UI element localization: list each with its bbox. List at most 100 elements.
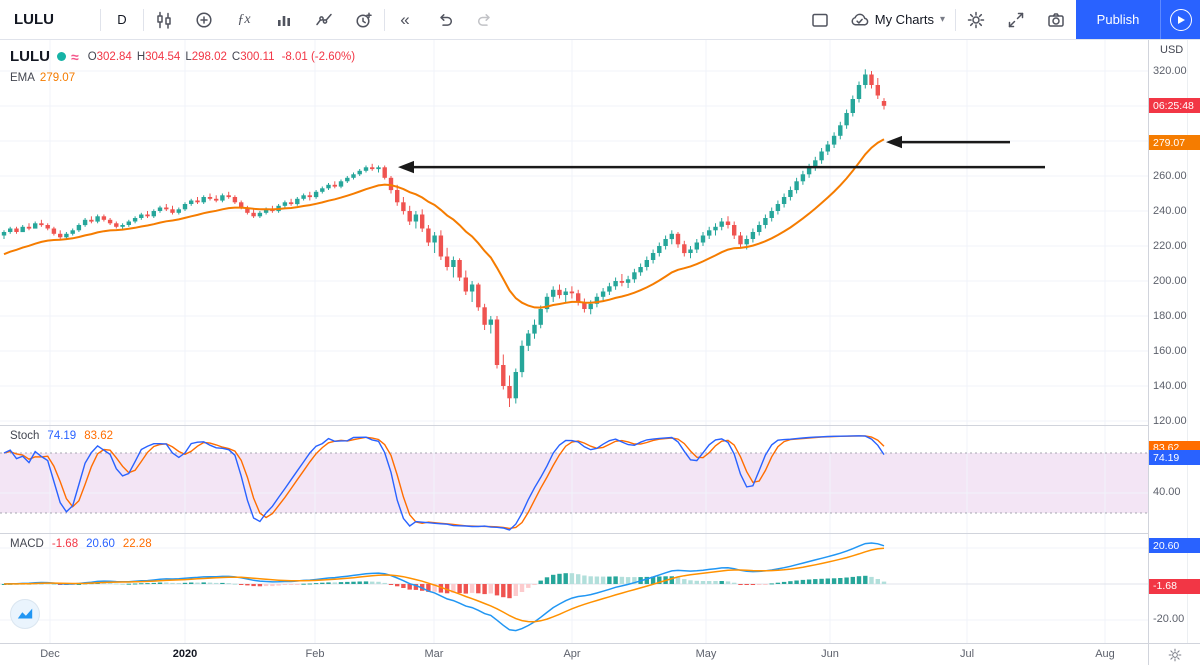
macd-line-value: 20.60 bbox=[86, 538, 115, 550]
time-axis[interactable]: Dec 2020 Feb Mar Apr May Jun Jul Aug bbox=[0, 643, 1148, 665]
top-toolbar: LULU D ƒx bbox=[0, 0, 1200, 40]
mountain-logo-icon bbox=[17, 608, 33, 619]
publish-button[interactable]: Publish bbox=[1076, 0, 1160, 39]
price-axis-tick: 120.00 bbox=[1153, 415, 1187, 427]
layout-square-icon bbox=[811, 13, 828, 27]
camera-icon bbox=[1048, 12, 1064, 27]
bar-replay-button[interactable]: « bbox=[385, 0, 425, 39]
settings-button[interactable] bbox=[956, 0, 996, 39]
ohlc-open: O302.84 bbox=[87, 50, 132, 63]
fullscreen-icon bbox=[1008, 12, 1024, 27]
change-value: -8.01 (-2.60%) bbox=[281, 50, 356, 63]
columns-icon bbox=[278, 15, 290, 26]
wave-icon: ≈ bbox=[71, 48, 79, 65]
price-axis-tick: 160.00 bbox=[1153, 345, 1187, 357]
play-circle-icon bbox=[1169, 8, 1192, 31]
toolbar-separator bbox=[143, 8, 144, 31]
stoch-axis-tick: 40.00 bbox=[1153, 486, 1181, 498]
candles-icon bbox=[157, 11, 171, 29]
time-axis-label: Jul bbox=[959, 648, 975, 660]
macd-signal-value: 22.28 bbox=[122, 538, 152, 550]
stoch-legend[interactable]: Stoch 74.19 83.62 bbox=[10, 430, 113, 442]
price-axis[interactable]: USD 320.00300.00280.00260.00240.00220.00… bbox=[1148, 40, 1200, 643]
macd-line-badge: 20.60 bbox=[1149, 538, 1200, 554]
my-charts-label: My Charts bbox=[874, 12, 934, 27]
chart-type-button[interactable] bbox=[144, 0, 184, 39]
ema-legend-row[interactable]: EMA 279.07 bbox=[10, 67, 355, 88]
indicator-templates-button[interactable] bbox=[264, 0, 304, 39]
time-axis-label: May bbox=[695, 648, 717, 660]
legend-symbol: LULU bbox=[10, 48, 50, 65]
ohlc-high: H304.54 bbox=[136, 50, 181, 63]
my-charts-button[interactable]: My Charts ▾ bbox=[840, 0, 955, 39]
axis-settings-corner[interactable] bbox=[1148, 643, 1200, 665]
macd-signal-line bbox=[3, 547, 885, 623]
toolbar-separator bbox=[384, 8, 385, 31]
ema-label: EMA bbox=[10, 71, 35, 84]
ohlc-low: L298.02 bbox=[185, 50, 227, 63]
alarm-clock-plus-icon bbox=[356, 11, 372, 28]
rewind-icon: « bbox=[400, 10, 410, 29]
toolbar-right-group: My Charts ▾ bbox=[800, 0, 1200, 39]
interval-button[interactable]: D bbox=[101, 0, 143, 39]
redo-arrow-icon bbox=[477, 13, 490, 26]
trend-arrow-annotation[interactable] bbox=[886, 135, 1010, 149]
time-axis-label: Dec bbox=[40, 648, 60, 660]
price-legend: LULU ≈ O302.84 H304.54 L298.02 C300.11 -… bbox=[10, 46, 355, 88]
stoch-k-line bbox=[3, 435, 885, 531]
macd-label: MACD bbox=[10, 538, 44, 550]
macd-line bbox=[3, 542, 885, 632]
gear-icon bbox=[967, 11, 985, 28]
price-axis-tick: 320.00 bbox=[1153, 65, 1187, 77]
macd-histogram bbox=[1, 573, 887, 599]
price-axis-tick: 220.00 bbox=[1153, 240, 1187, 252]
compare-button[interactable] bbox=[184, 0, 224, 39]
price-pane: LULU ≈ O302.84 H304.54 L298.02 C300.11 -… bbox=[0, 40, 1148, 425]
cloud-check-icon bbox=[851, 13, 869, 26]
stoch-label: Stoch bbox=[10, 430, 40, 442]
time-axis-label: Feb bbox=[305, 648, 325, 660]
time-axis-label: Mar bbox=[424, 648, 444, 660]
ema-line[interactable] bbox=[3, 138, 885, 309]
candles-series bbox=[1, 69, 887, 407]
gear-icon bbox=[1168, 648, 1181, 661]
price-chart-canvas[interactable] bbox=[0, 40, 1148, 425]
trend-arrow-annotation[interactable] bbox=[398, 160, 1045, 174]
stoch-chart-canvas[interactable] bbox=[0, 426, 1148, 533]
ema-value: 279.07 bbox=[39, 71, 76, 84]
fx-icon: ƒx bbox=[237, 11, 251, 27]
macd-hist-value: -1.68 bbox=[51, 538, 79, 550]
stoch-k-badge: 74.19 bbox=[1149, 450, 1200, 466]
chevron-down-icon: ▾ bbox=[939, 14, 945, 25]
price-axis-tick: 140.00 bbox=[1153, 380, 1187, 392]
stoch-d-value: 83.62 bbox=[84, 430, 113, 442]
macd-chart-canvas[interactable] bbox=[0, 534, 1148, 643]
symbol-search-button[interactable]: LULU bbox=[0, 0, 100, 39]
currency-label: USD bbox=[1160, 44, 1184, 56]
stoch-k-value: 74.19 bbox=[47, 430, 77, 442]
snapshot-button[interactable] bbox=[1036, 0, 1076, 39]
layout-button[interactable] bbox=[800, 0, 840, 39]
price-axis-tick: 180.00 bbox=[1153, 310, 1187, 322]
tradingview-logo[interactable] bbox=[10, 599, 40, 629]
fullscreen-button[interactable] bbox=[996, 0, 1036, 39]
zigzag-icon bbox=[316, 13, 332, 25]
publish-arrow-button[interactable] bbox=[1160, 0, 1200, 39]
macd-pane: MACD -1.68 20.60 22.28 bbox=[0, 533, 1148, 643]
toolbar-separator bbox=[955, 8, 956, 31]
symbol-legend-row[interactable]: LULU ≈ O302.84 H304.54 L298.02 C300.11 -… bbox=[10, 46, 355, 67]
price-axis-tick: 240.00 bbox=[1153, 205, 1187, 217]
line-tools-button[interactable] bbox=[304, 0, 344, 39]
time-axis-label: 2020 bbox=[172, 648, 198, 660]
undo-button[interactable] bbox=[425, 0, 465, 39]
alert-button[interactable] bbox=[344, 0, 384, 39]
redo-button[interactable] bbox=[465, 0, 505, 39]
market-status-icon bbox=[57, 52, 66, 61]
countdown-badge: 06:25:48 bbox=[1149, 98, 1200, 114]
price-axis-tick: 200.00 bbox=[1153, 275, 1187, 287]
macd-legend[interactable]: MACD -1.68 20.60 22.28 bbox=[10, 538, 152, 550]
ohlc-close: C300.11 bbox=[231, 50, 275, 63]
time-axis-label: Aug bbox=[1095, 648, 1115, 660]
indicators-button[interactable]: ƒx bbox=[224, 0, 264, 39]
macd-axis-tick: -20.00 bbox=[1153, 613, 1185, 625]
